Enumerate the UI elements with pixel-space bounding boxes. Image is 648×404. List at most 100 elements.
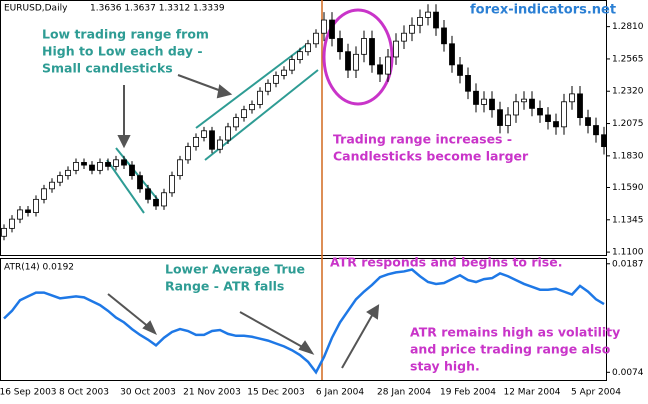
annotation: Trading range increases - (333, 132, 512, 147)
candle-body (329, 19, 335, 39)
candle-body (457, 64, 463, 76)
candle-body (217, 139, 223, 150)
candle-body (513, 101, 519, 116)
candle-body (385, 56, 391, 75)
candle-body (401, 32, 407, 42)
x-tick-label: 16 Sep 2003 (0, 388, 57, 398)
candle-body (505, 114, 511, 126)
candle-body (473, 90, 479, 105)
candle-body (161, 192, 167, 207)
x-tick-label: 21 Nov 2003 (183, 388, 241, 398)
candle-body (305, 43, 311, 53)
candle-body (257, 90, 263, 105)
candle-body (193, 136, 199, 148)
candle-body (353, 53, 359, 71)
x-tick-label: 8 Oct 2003 (59, 388, 109, 398)
candle-body (153, 198, 159, 207)
candle-body (441, 27, 447, 45)
x-tick-label: 30 Oct 2003 (120, 388, 176, 398)
candle-body (281, 69, 287, 76)
candle-body (393, 40, 399, 58)
candle-body (377, 64, 383, 75)
candle-body (241, 109, 247, 119)
candle-body (321, 19, 327, 34)
candle-body (209, 130, 215, 150)
candle-body (601, 134, 607, 148)
candle-body (361, 38, 367, 55)
candle-body (9, 218, 15, 229)
y-tick-label: 1.2810 (612, 22, 644, 32)
annotation: Small candlesticks (42, 61, 173, 76)
watermark: forex-indicators.net (470, 3, 616, 18)
candle-body (145, 188, 151, 200)
annotation: Low trading range from (42, 27, 209, 42)
candle-body (553, 121, 559, 128)
candle-body (129, 164, 135, 177)
candle-body (425, 11, 431, 18)
y-tick-label: 1.2320 (612, 87, 644, 97)
candle-body (545, 114, 551, 122)
candle-body (41, 188, 47, 200)
candle-body (65, 169, 71, 177)
channel-lines (106, 44, 319, 214)
atr-line (3, 268, 605, 375)
ohlc: 1.3636 1.3637 1.3312 1.3339 (90, 4, 225, 14)
annotation: ATR responds and begins to rise. (330, 255, 562, 270)
candle-body (1, 227, 7, 237)
x-tick-label: 5 Apr 2004 (571, 388, 621, 398)
highlight-circle (322, 8, 394, 106)
candle-body (569, 93, 575, 103)
candle-body (465, 75, 471, 92)
annotation: High to Low each day - (42, 44, 203, 59)
candle-body (73, 162, 79, 171)
candle-body (273, 75, 279, 84)
candle-body (25, 209, 31, 213)
candle-body (89, 164, 95, 171)
candle-body (105, 162, 111, 167)
candle-body (177, 159, 183, 177)
candle-body (345, 51, 351, 71)
candle-body (249, 104, 255, 111)
candle-body (97, 162, 103, 171)
x-tick-label: 19 Feb 2004 (440, 388, 496, 398)
annotation: Range - ATR falls (165, 279, 284, 294)
candle-body (33, 198, 39, 213)
candle-body (433, 11, 439, 29)
candle-body (561, 101, 567, 128)
y-tick-label: 1.1830 (612, 151, 644, 161)
atr-title: ATR(14) 0.0192 (4, 263, 74, 273)
annotation: Lower Average True (165, 262, 305, 277)
annotation: and price trading range also (410, 342, 611, 357)
candle-body (137, 175, 143, 190)
candle-body (537, 107, 543, 116)
y-tick-label: 1.1345 (612, 215, 644, 225)
y-tick-label: 1.2565 (612, 54, 644, 64)
y-tick-label: 1.1590 (612, 183, 644, 193)
candle-body (481, 98, 487, 105)
price-panel (0, 0, 607, 256)
candle-body (577, 93, 583, 119)
candle-body (521, 98, 527, 103)
candle-body (49, 181, 55, 190)
x-tick-label: 15 Dec 2003 (247, 388, 305, 398)
x-tick-label: 6 Jan 2004 (316, 388, 364, 398)
candle-body (57, 175, 63, 183)
y-tick-label: 0.0187 (612, 259, 644, 269)
candle-body (409, 24, 415, 34)
x-tick-label: 12 Mar 2004 (503, 388, 560, 398)
atr-panel (0, 258, 607, 381)
annotation: Candlesticks become larger (333, 149, 529, 164)
candle-body (233, 117, 239, 128)
candle-body (81, 162, 87, 166)
candle-body (369, 38, 375, 66)
candle-body (169, 175, 175, 194)
candle-body (297, 51, 303, 60)
candle-body (17, 209, 23, 220)
x-tick-label: 28 Jan 2004 (377, 388, 431, 398)
candle-body (225, 126, 231, 141)
y-tick-label: 0.0074 (612, 368, 644, 378)
candle-body (489, 98, 495, 111)
candle-body (529, 98, 535, 109)
candle-body (337, 38, 343, 53)
